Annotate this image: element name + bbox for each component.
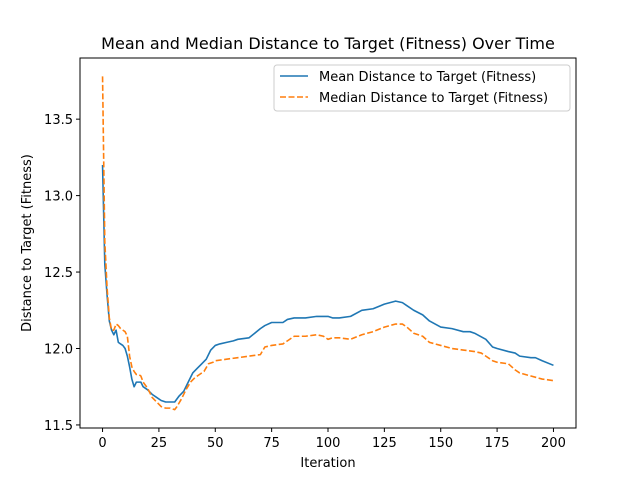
x-axis: 0 25 50 75 100 125 150 175 200 xyxy=(98,428,566,451)
plot-frame xyxy=(79,57,577,429)
x-tick-label: 25 xyxy=(151,436,168,451)
x-tick-label: 50 xyxy=(207,436,224,451)
y-tick-label: 12.0 xyxy=(44,342,73,357)
legend-label-median: Median Distance to Target (Fitness) xyxy=(319,91,548,106)
x-tick-label: 0 xyxy=(98,436,106,451)
y-axis-label: Distance to Target (Fitness) xyxy=(20,154,35,332)
legend-label-mean: Mean Distance to Target (Fitness) xyxy=(319,70,536,85)
y-tick-label: 13.5 xyxy=(44,113,73,128)
y-tick-label: 13.0 xyxy=(44,190,73,205)
series-line-mean xyxy=(101,165,554,403)
legend: Mean Distance to Target (Fitness) Median… xyxy=(273,64,571,112)
x-axis-label: Iteration xyxy=(300,456,355,471)
x-tick-label: 75 xyxy=(263,436,280,451)
y-tick-label: 11.5 xyxy=(44,419,73,434)
legend-box xyxy=(273,64,571,112)
plot-lines xyxy=(101,76,554,411)
x-tick-label: 150 xyxy=(428,436,453,451)
series-line-median xyxy=(101,76,554,411)
x-tick-label: 100 xyxy=(316,436,341,451)
y-axis: 11.5 12.0 12.5 13.0 13.5 xyxy=(44,113,80,434)
y-tick-label: 12.5 xyxy=(44,266,73,281)
x-tick-label: 200 xyxy=(541,436,566,451)
chart-title: Mean and Median Distance to Target (Fitn… xyxy=(101,34,555,53)
x-tick-label: 125 xyxy=(372,436,397,451)
x-tick-label: 175 xyxy=(485,436,510,451)
